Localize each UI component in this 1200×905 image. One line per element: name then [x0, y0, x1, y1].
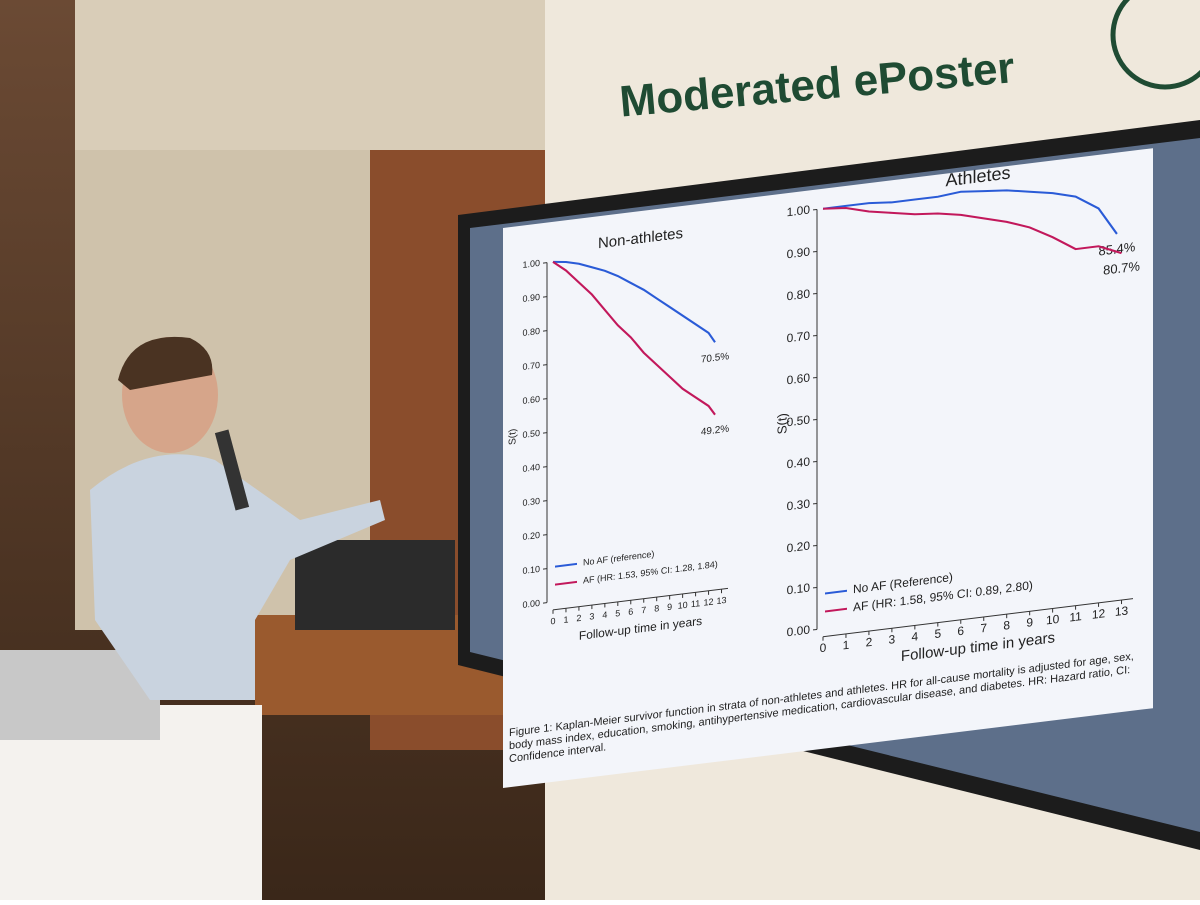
x-tick-label: 9	[1026, 615, 1033, 630]
x-tick-label: 2	[866, 635, 873, 650]
x-tick-label: 1	[563, 614, 568, 625]
x-tick-label: 12	[704, 597, 714, 608]
x-tick-label: 7	[980, 621, 987, 636]
x-tick-label: 3	[589, 611, 594, 622]
x-tick-label: 12	[1092, 606, 1106, 622]
x-tick-label: 6	[628, 606, 633, 617]
x-tick-label: 2	[576, 613, 581, 624]
x-tick-label: 6	[957, 624, 964, 639]
y-tick-label: 0.50	[787, 412, 811, 429]
x-tick-label: 13	[1115, 603, 1129, 619]
y-tick-label: 0.10	[787, 580, 811, 597]
y-tick-label: 1.00	[787, 202, 811, 219]
y-tick-label: 0.00	[787, 622, 811, 639]
y-axis-label: S(t)	[774, 412, 789, 435]
y-tick-label: 0.90	[787, 244, 811, 261]
ceiling-panel	[75, 0, 545, 160]
x-tick-label: 3	[889, 632, 896, 647]
x-tick-label: 10	[678, 600, 688, 611]
screen-content: Non-athletes0.000.100.200.300.400.500.60…	[503, 145, 1153, 788]
x-tick-label: 5	[615, 608, 620, 619]
y-tick-label: 0.60	[787, 370, 811, 387]
x-tick-label: 8	[1003, 618, 1010, 633]
x-tick-label: 9	[667, 602, 672, 613]
x-tick-label: 10	[1046, 612, 1060, 628]
y-tick-label: 0.80	[787, 286, 811, 303]
y-tick-label: 0.70	[787, 328, 811, 345]
x-tick-label: 4	[912, 629, 919, 644]
x-tick-label: 0	[551, 616, 556, 627]
x-tick-label: 11	[691, 598, 700, 609]
y-tick-label: 0.30	[787, 496, 811, 513]
x-tick-label: 13	[717, 595, 727, 606]
x-tick-label: 4	[602, 610, 607, 621]
y-tick-label: 0.40	[787, 454, 811, 471]
x-tick-label: 7	[641, 605, 646, 616]
x-tick-label: 8	[654, 603, 659, 614]
x-tick-label: 1	[843, 638, 850, 653]
y-axis-label: S(t)	[508, 428, 519, 445]
x-tick-label: 11	[1069, 609, 1082, 625]
equipment-case	[295, 540, 455, 630]
x-tick-label: 0	[820, 640, 827, 655]
y-tick-label: 0.20	[787, 538, 811, 555]
x-tick-label: 5	[934, 626, 941, 641]
